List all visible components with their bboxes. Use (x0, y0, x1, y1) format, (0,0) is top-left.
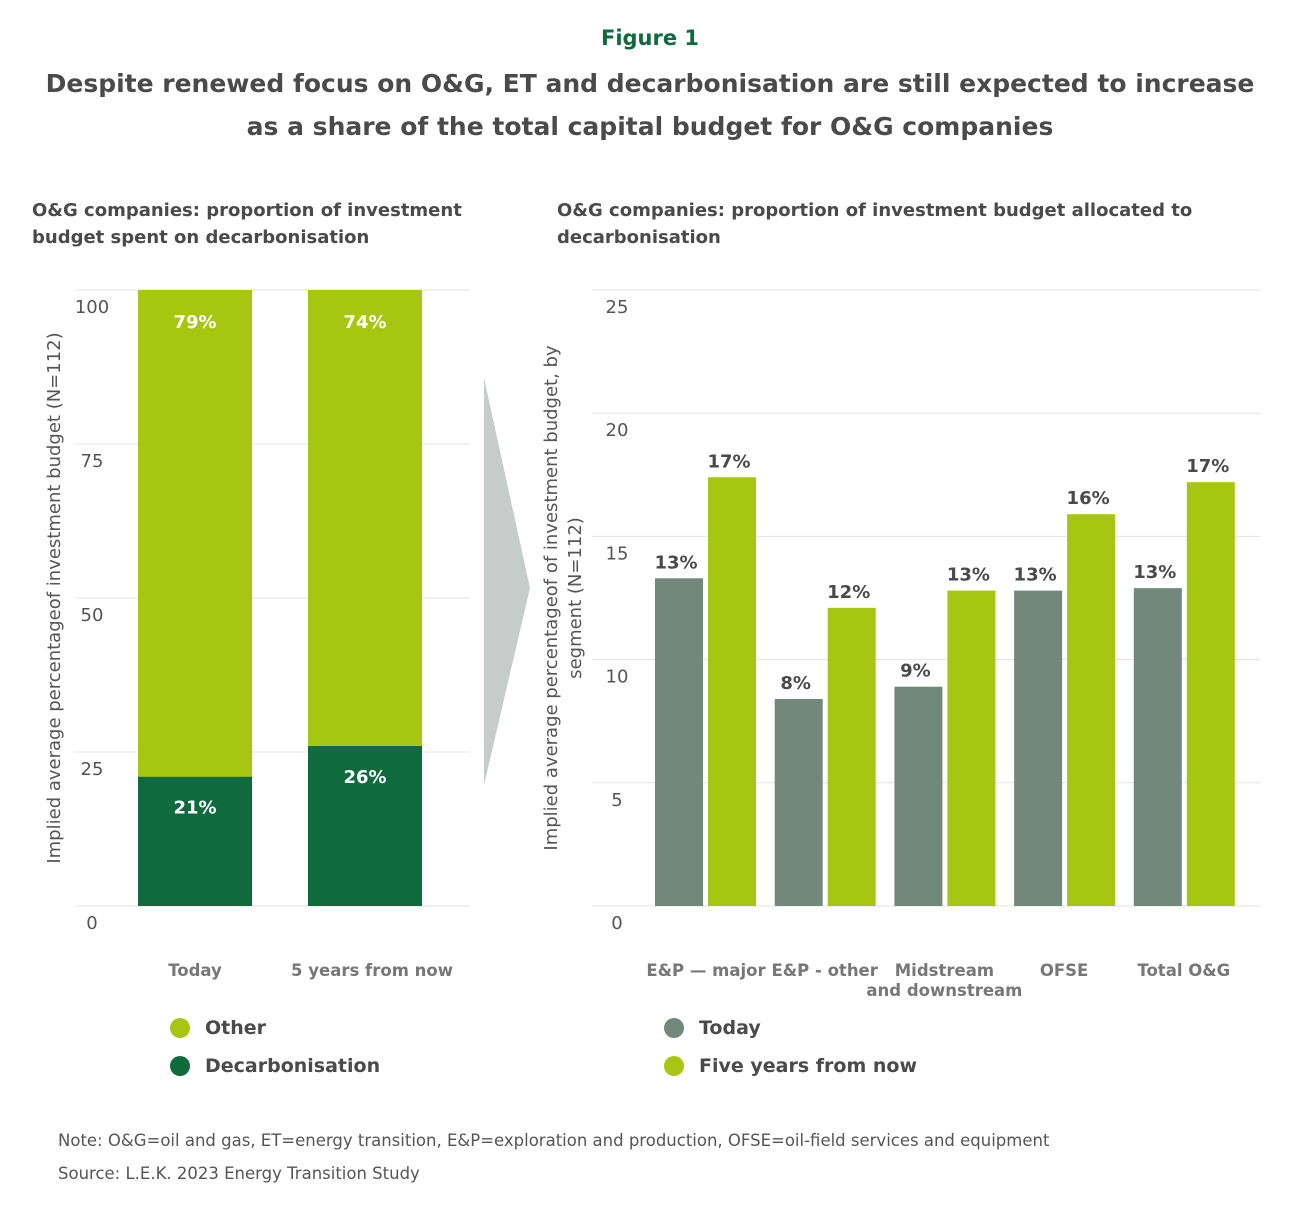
y-tick-label: 75 (81, 451, 104, 472)
y-tick-label: 15 (606, 543, 629, 564)
source: Source: L.E.K. 2023 Energy Transition St… (58, 1164, 420, 1183)
data-label: 9% (900, 661, 931, 682)
legend-label: Other (205, 1017, 267, 1039)
y-tick-label: 0 (611, 913, 622, 934)
data-label: 13% (1133, 562, 1176, 583)
legend-swatch-five-years (664, 1056, 684, 1076)
bar-five-years (708, 477, 756, 906)
legend-label: Today (699, 1017, 761, 1039)
bar-other (138, 290, 252, 777)
figure-label: Figure 1 (600, 26, 700, 50)
legend-swatch-today (664, 1018, 684, 1038)
figure-title: Despite renewed focus on O&G, ET and dec… (45, 69, 1255, 141)
right-chart-subtitle: O&G companies: proportion of investment … (557, 200, 1193, 248)
data-label: 17% (1186, 456, 1229, 477)
left-chart-subtitle: O&G companies: proportion of investment … (32, 200, 462, 248)
legend-item-decarbonisation: Decarbonisation (170, 1055, 380, 1077)
x-tick-label: E&P - other (772, 961, 879, 980)
bar-today (1014, 590, 1063, 906)
legend-item-today: Today (664, 1017, 761, 1039)
y-tick-label: 20 (606, 420, 629, 441)
note: Note: O&G=oil and gas, ET=energy transit… (58, 1131, 1050, 1150)
data-label: 16% (1067, 488, 1110, 509)
x-tick-label: E&P — major (646, 961, 766, 980)
legend-swatch-decarbonisation (170, 1056, 190, 1076)
y-axis-label: Implied average percentageof investment … (44, 332, 65, 863)
legend-label: Five years from now (699, 1055, 917, 1077)
bar-today (894, 686, 943, 906)
data-label: 12% (827, 582, 870, 603)
bar-decarbonisation (308, 745, 422, 906)
x-tick-label: and downstream (866, 981, 1022, 1000)
y-tick-label: 25 (606, 297, 629, 318)
bar-five-years (827, 607, 876, 906)
legend-item-five-years: Five years from now (664, 1055, 917, 1077)
legend-swatch-other (170, 1018, 190, 1038)
arrow-icon (484, 378, 530, 785)
y-tick-label: 0 (86, 913, 97, 934)
x-tick-label: Midstream (895, 961, 994, 980)
bar-five-years (1067, 514, 1116, 906)
bar-today (655, 578, 703, 906)
bar-five-years (947, 590, 996, 906)
bar-five-years (1186, 482, 1235, 906)
x-tick-label: OFSE (1040, 961, 1088, 980)
y-tick-label: 10 (606, 667, 629, 688)
data-label: 26% (343, 767, 386, 788)
bar-other (308, 290, 422, 746)
data-label: 74% (343, 312, 386, 333)
data-label: 17% (707, 451, 750, 472)
bar-today (1133, 588, 1182, 906)
x-tick-label: Today (168, 961, 222, 980)
y-tick-label: 25 (81, 759, 104, 780)
data-label: 8% (780, 673, 811, 694)
data-label: 13% (1014, 565, 1057, 586)
data-label: 13% (947, 565, 990, 586)
y-axis-label: Implied average percentageof of investme… (541, 345, 586, 851)
data-label: 21% (173, 798, 216, 819)
legend-item-other: Other (170, 1017, 266, 1039)
y-tick-label: 50 (81, 605, 104, 626)
y-tick-label: 5 (611, 790, 622, 811)
x-tick-label: Total O&G (1137, 961, 1230, 980)
data-label: 79% (173, 312, 216, 333)
data-label: 13% (654, 552, 697, 573)
y-tick-label: 100 (75, 297, 109, 318)
bar-today (774, 699, 823, 906)
legend-label: Decarbonisation (205, 1055, 381, 1077)
bar-decarbonisation (138, 776, 252, 906)
x-tick-label: 5 years from now (291, 961, 453, 980)
